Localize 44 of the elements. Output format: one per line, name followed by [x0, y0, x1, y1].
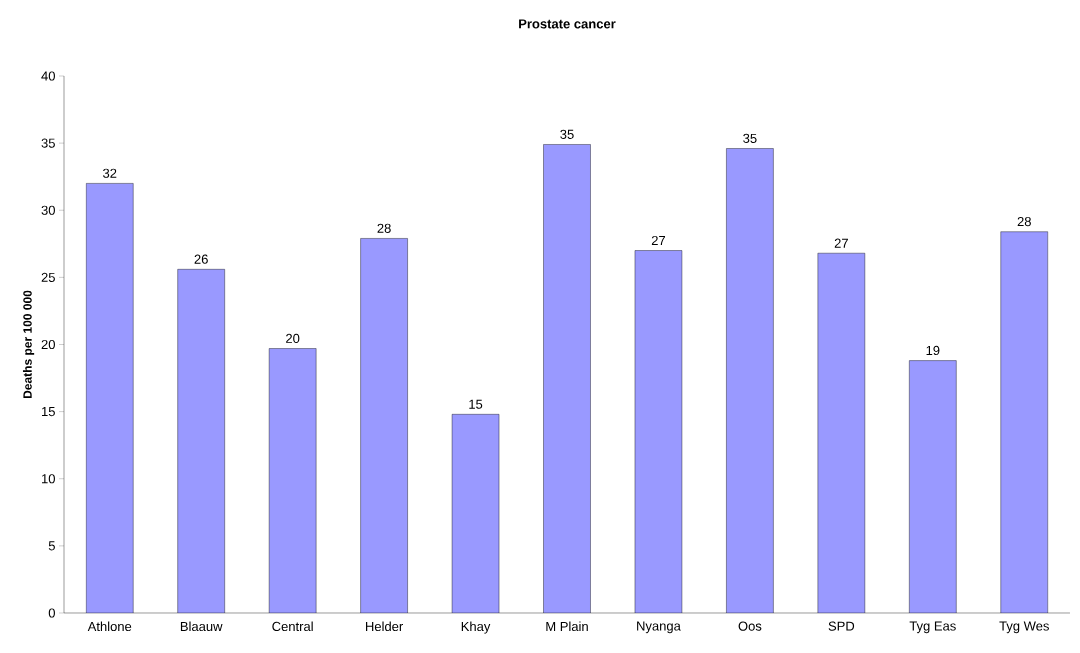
data-label: 27: [834, 238, 848, 248]
bar: [817, 253, 865, 613]
x-tick-label: Oos: [738, 621, 762, 631]
data-label: 20: [286, 333, 300, 343]
x-tick-label: Khay: [461, 621, 491, 634]
x-tick-label: Helder: [366, 621, 404, 632]
x-tick-label: Central: [272, 621, 313, 632]
bar: [86, 183, 134, 613]
chart-title: Prostate cancer: [519, 19, 616, 29]
y-tick-label: 10: [42, 474, 55, 484]
y-tick-label: 30: [41, 205, 55, 215]
y-axis-title: Deaths per 100 000: [22, 290, 35, 399]
x-tick-label: M Plain: [546, 621, 588, 632]
bar: [726, 148, 774, 613]
data-label: 26: [194, 254, 208, 264]
y-tick-label: 15: [42, 407, 55, 417]
y-tick-label: 5: [48, 541, 55, 551]
x-tick-label: Athlone: [87, 621, 132, 632]
y-tick-label: 35: [41, 138, 55, 148]
y-tick-label: 20: [41, 339, 55, 350]
y-tick-label: 40: [41, 71, 55, 81]
x-tick-label: Nyanga: [637, 621, 681, 634]
x-tick-label: Tyg Wes: [999, 621, 1049, 634]
x-tick-label: Blaauw: [180, 621, 223, 632]
data-label: 19: [926, 345, 940, 356]
data-label: 27: [651, 235, 666, 245]
y-tick-label: 0: [48, 608, 55, 618]
x-tick-label: Tyg Eas: [909, 621, 956, 634]
data-label: 28: [377, 223, 391, 233]
data-label: 28: [1017, 216, 1031, 227]
data-label: 35: [743, 133, 757, 143]
bar: [543, 144, 591, 613]
x-tick-label: SPD: [828, 621, 855, 631]
bar: [269, 348, 317, 613]
bar: [909, 360, 957, 613]
data-label: 32: [103, 168, 117, 178]
bar: [634, 250, 682, 613]
bar: [1000, 231, 1048, 613]
bar: [360, 238, 408, 613]
bar: [177, 269, 225, 613]
data-label: 35: [560, 129, 574, 139]
y-tick-label: 25: [41, 272, 55, 282]
data-label: 15: [469, 399, 483, 409]
bar: [452, 414, 500, 613]
